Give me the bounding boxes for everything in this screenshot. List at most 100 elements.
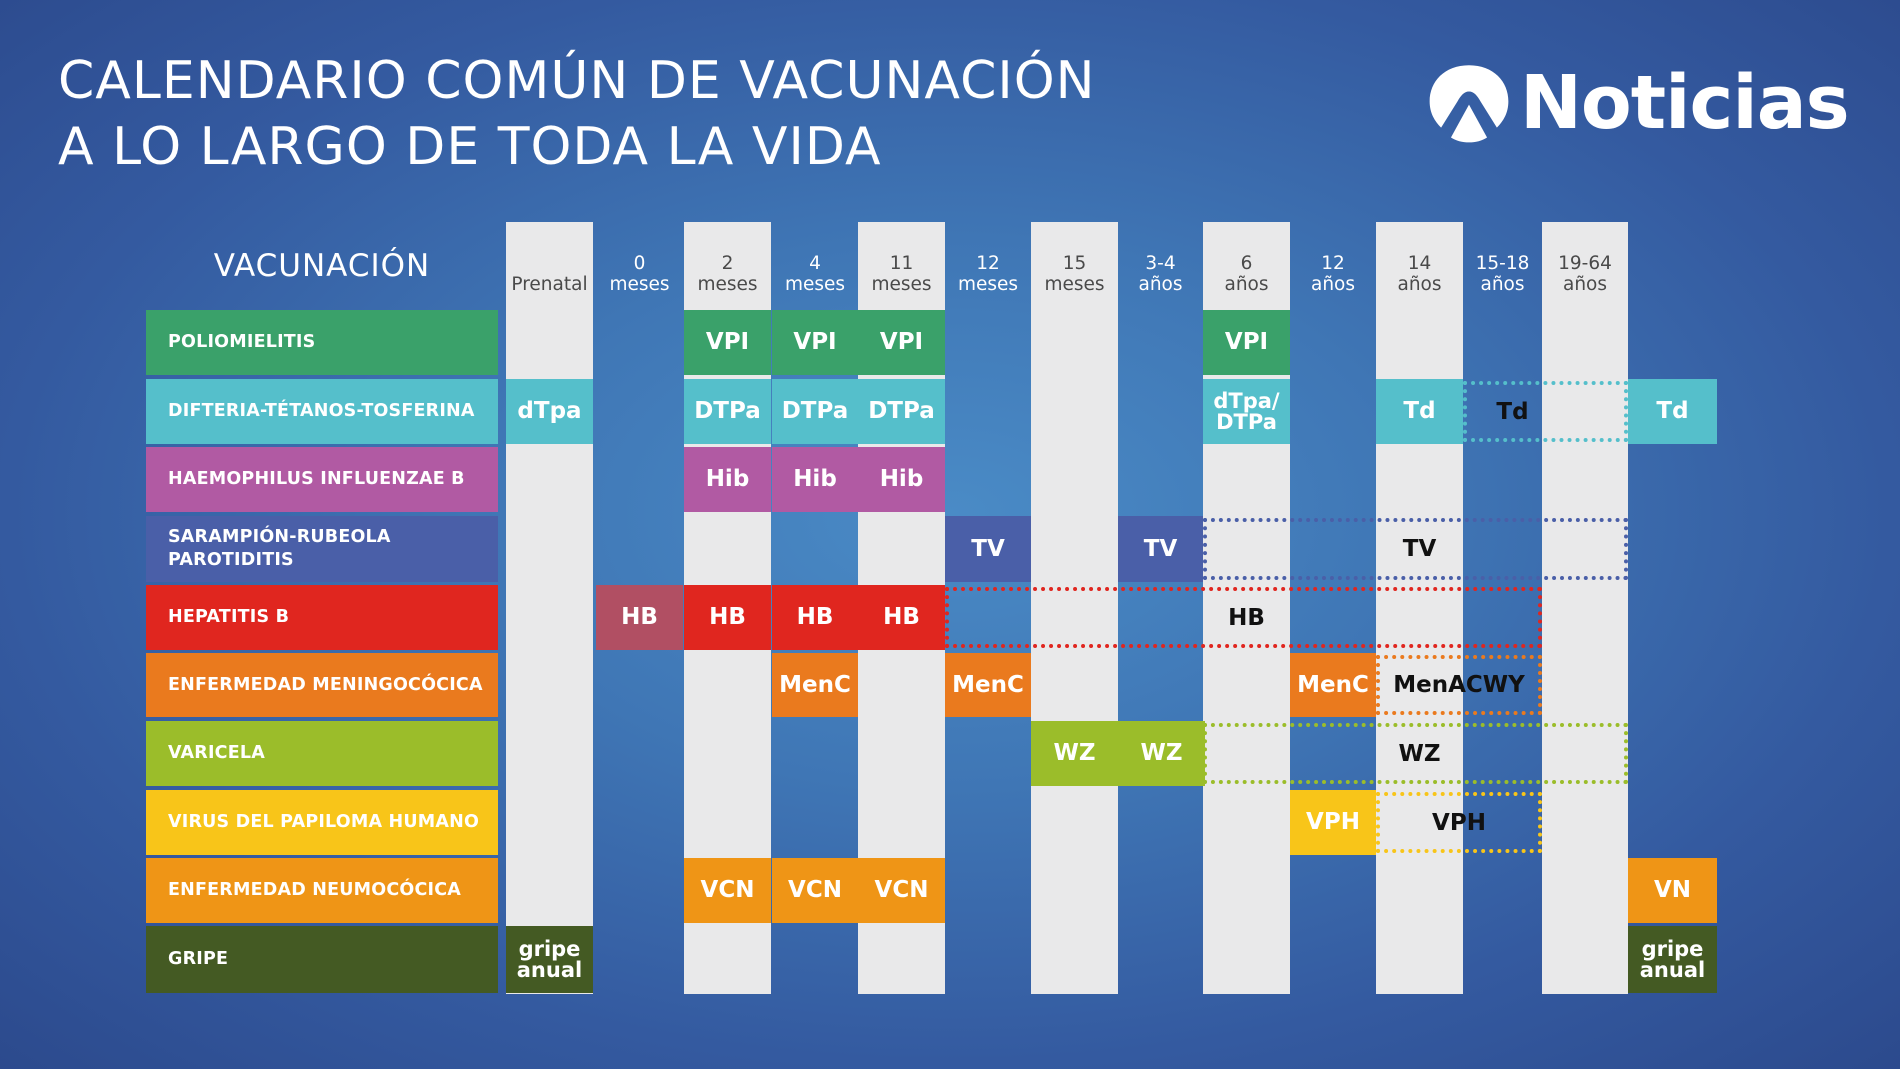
range-trivirica — [1203, 518, 1628, 580]
column-header-line1: 15-18 — [1475, 253, 1530, 274]
column-header-6a: 6 años — [1197, 253, 1296, 295]
column-header-line2: años — [1397, 274, 1442, 295]
cell-hepb-4m: HB — [772, 585, 858, 650]
column-header-14a: 14 años — [1370, 253, 1469, 295]
cell-polio-2m: VPI — [684, 310, 771, 375]
range-hepb — [945, 587, 1542, 648]
row-label-hepb: HEPATITIS B — [146, 585, 498, 650]
cell-trivirica-12m: TV — [945, 516, 1031, 582]
row-label-polio: POLIOMIELITIS — [146, 310, 498, 375]
title-line-1: CALENDARIO COMÚN DE VACUNACIÓN — [58, 51, 1096, 111]
range-vph — [1376, 792, 1542, 853]
cell-dtp-6a: dTpa/ DTPa — [1203, 379, 1290, 444]
cell-dtp-prenatal: dTpa — [506, 379, 593, 444]
cell-menin-4m: MenC — [772, 653, 858, 717]
cell-neumo-after: VN — [1628, 858, 1717, 923]
column-header-15-18a: 15-18 años — [1457, 253, 1548, 295]
cell-neumo-11m: VCN — [858, 858, 945, 923]
column-header-2m: 2 meses — [678, 253, 777, 295]
column-bar-prenatal — [506, 222, 593, 994]
cell-vph-12a: VPH — [1290, 790, 1376, 855]
cell-hepb-2m: HB — [684, 585, 771, 650]
column-header-line1: 4 — [809, 253, 821, 274]
column-header-19-64a: 19-64 años — [1536, 253, 1634, 295]
column-header-3-4a: 3-4 años — [1112, 253, 1209, 295]
cell-dtp-4m: DTPa — [772, 379, 858, 444]
cell-trivirica-3-4a: TV — [1118, 516, 1203, 582]
cell-varicela-15m: WZ — [1031, 721, 1118, 786]
cell-menin-12a: MenC — [1290, 653, 1376, 717]
column-header-4m: 4 meses — [766, 253, 864, 295]
column-header-line1: 11 — [889, 253, 914, 274]
column-header-line1: 2 — [721, 253, 734, 274]
row-label-dtp: DIFTERIA-TÉTANOS-TOSFERINA — [146, 379, 498, 444]
title-line-2: A LO LARGO DE TODA LA VIDA — [58, 117, 882, 177]
cell-dtp-after: Td — [1628, 379, 1717, 444]
row-label-varicela: VARICELA — [146, 721, 498, 786]
page-title: CALENDARIO COMÚN DE VACUNACIÓN A LO LARG… — [58, 48, 1096, 180]
cell-neumo-2m: VCN — [684, 858, 771, 923]
cell-polio-11m: VPI — [858, 310, 945, 375]
range-label-hepb: HB — [1228, 604, 1265, 631]
cell-dtp-14a: Td — [1376, 379, 1463, 444]
cell-gripe-prenatal: gripe anual — [506, 926, 593, 993]
cell-hepb-11m: HB — [858, 585, 945, 650]
column-header-line2: meses — [1044, 274, 1105, 295]
column-header-line2: meses — [609, 274, 670, 295]
column-header-line1: 14 — [1407, 253, 1432, 274]
column-header-line2: meses — [871, 274, 932, 295]
column-header-line1: 3-4 — [1145, 253, 1176, 274]
column-header-12m: 12 meses — [939, 253, 1037, 295]
column-header-prenatal: Prenatal — [500, 274, 599, 295]
column-header-line1: 12 — [976, 253, 1000, 274]
column-header-line1: 15 — [1062, 253, 1087, 274]
antena3-logo-icon — [1429, 65, 1509, 143]
cell-hib-4m: Hib — [772, 447, 858, 512]
column-header-line2: meses — [784, 274, 846, 295]
cell-neumo-4m: VCN — [772, 858, 858, 923]
column-header-line2: años — [1562, 274, 1608, 295]
column-header-line1: 19-64 — [1558, 253, 1612, 274]
range-label-vph: VPH — [1432, 809, 1486, 836]
column-header-line2: años — [1310, 274, 1356, 295]
cell-hib-11m: Hib — [858, 447, 945, 512]
cell-polio-6a: VPI — [1203, 310, 1290, 375]
cell-hepb-0m: HB — [596, 585, 683, 650]
column-bar-14a — [1376, 222, 1463, 994]
row-label-neumo: ENFERMEDAD NEUMOCÓCICA — [146, 858, 498, 923]
range-label-menin: MenACWY — [1393, 672, 1525, 698]
row-label-gripe: GRIPE — [146, 926, 498, 993]
column-header-0m: 0 meses — [590, 253, 689, 295]
cell-dtp-11m: DTPa — [858, 379, 945, 444]
range-dtp — [1463, 381, 1628, 442]
cell-menin-12m: MenC — [945, 653, 1031, 717]
row-label-menin: ENFERMEDAD MENINGOCÓCICA — [146, 653, 498, 717]
column-header-line2: meses — [697, 274, 758, 295]
cell-dtp-2m: DTPa — [684, 379, 771, 444]
cell-polio-4m: VPI — [772, 310, 858, 375]
row-label-hib: HAEMOPHILUS INFLUENZAE B — [146, 447, 498, 512]
brand-logo: Noticias — [1428, 60, 1850, 146]
row-label-vph: VIRUS DEL PAPILOMA HUMANO — [146, 790, 498, 855]
column-header-12a: 12 años — [1284, 253, 1382, 295]
column-header-line1: Prenatal — [511, 274, 588, 295]
column-header-line1: 6 — [1240, 253, 1253, 274]
column-header-line2: meses — [957, 274, 1019, 295]
range-label-trivirica: TV — [1402, 536, 1437, 562]
column-bar-19-64a — [1542, 222, 1628, 994]
column-header-line1: 12 — [1321, 253, 1345, 274]
range-label-dtp: Td — [1496, 398, 1529, 425]
cell-hib-2m: Hib — [684, 447, 771, 512]
vaccination-header: VACUNACIÓN — [213, 248, 431, 284]
column-header-11m: 11 meses — [852, 253, 951, 295]
column-header-line2: años — [1138, 274, 1183, 295]
range-menin — [1376, 655, 1542, 715]
column-header-line1: 0 — [633, 253, 646, 274]
logo-text: Noticias — [1520, 60, 1850, 146]
column-bar-15m — [1031, 222, 1118, 994]
cell-gripe-after: gripe anual — [1628, 926, 1717, 993]
column-header-line2: años — [1480, 274, 1525, 295]
column-header-15m: 15 meses — [1025, 253, 1124, 295]
row-label-trivirica: SARAMPIÓN-RUBEOLA PAROTIDITIS — [146, 516, 498, 582]
range-label-varicela: WZ — [1398, 740, 1441, 767]
